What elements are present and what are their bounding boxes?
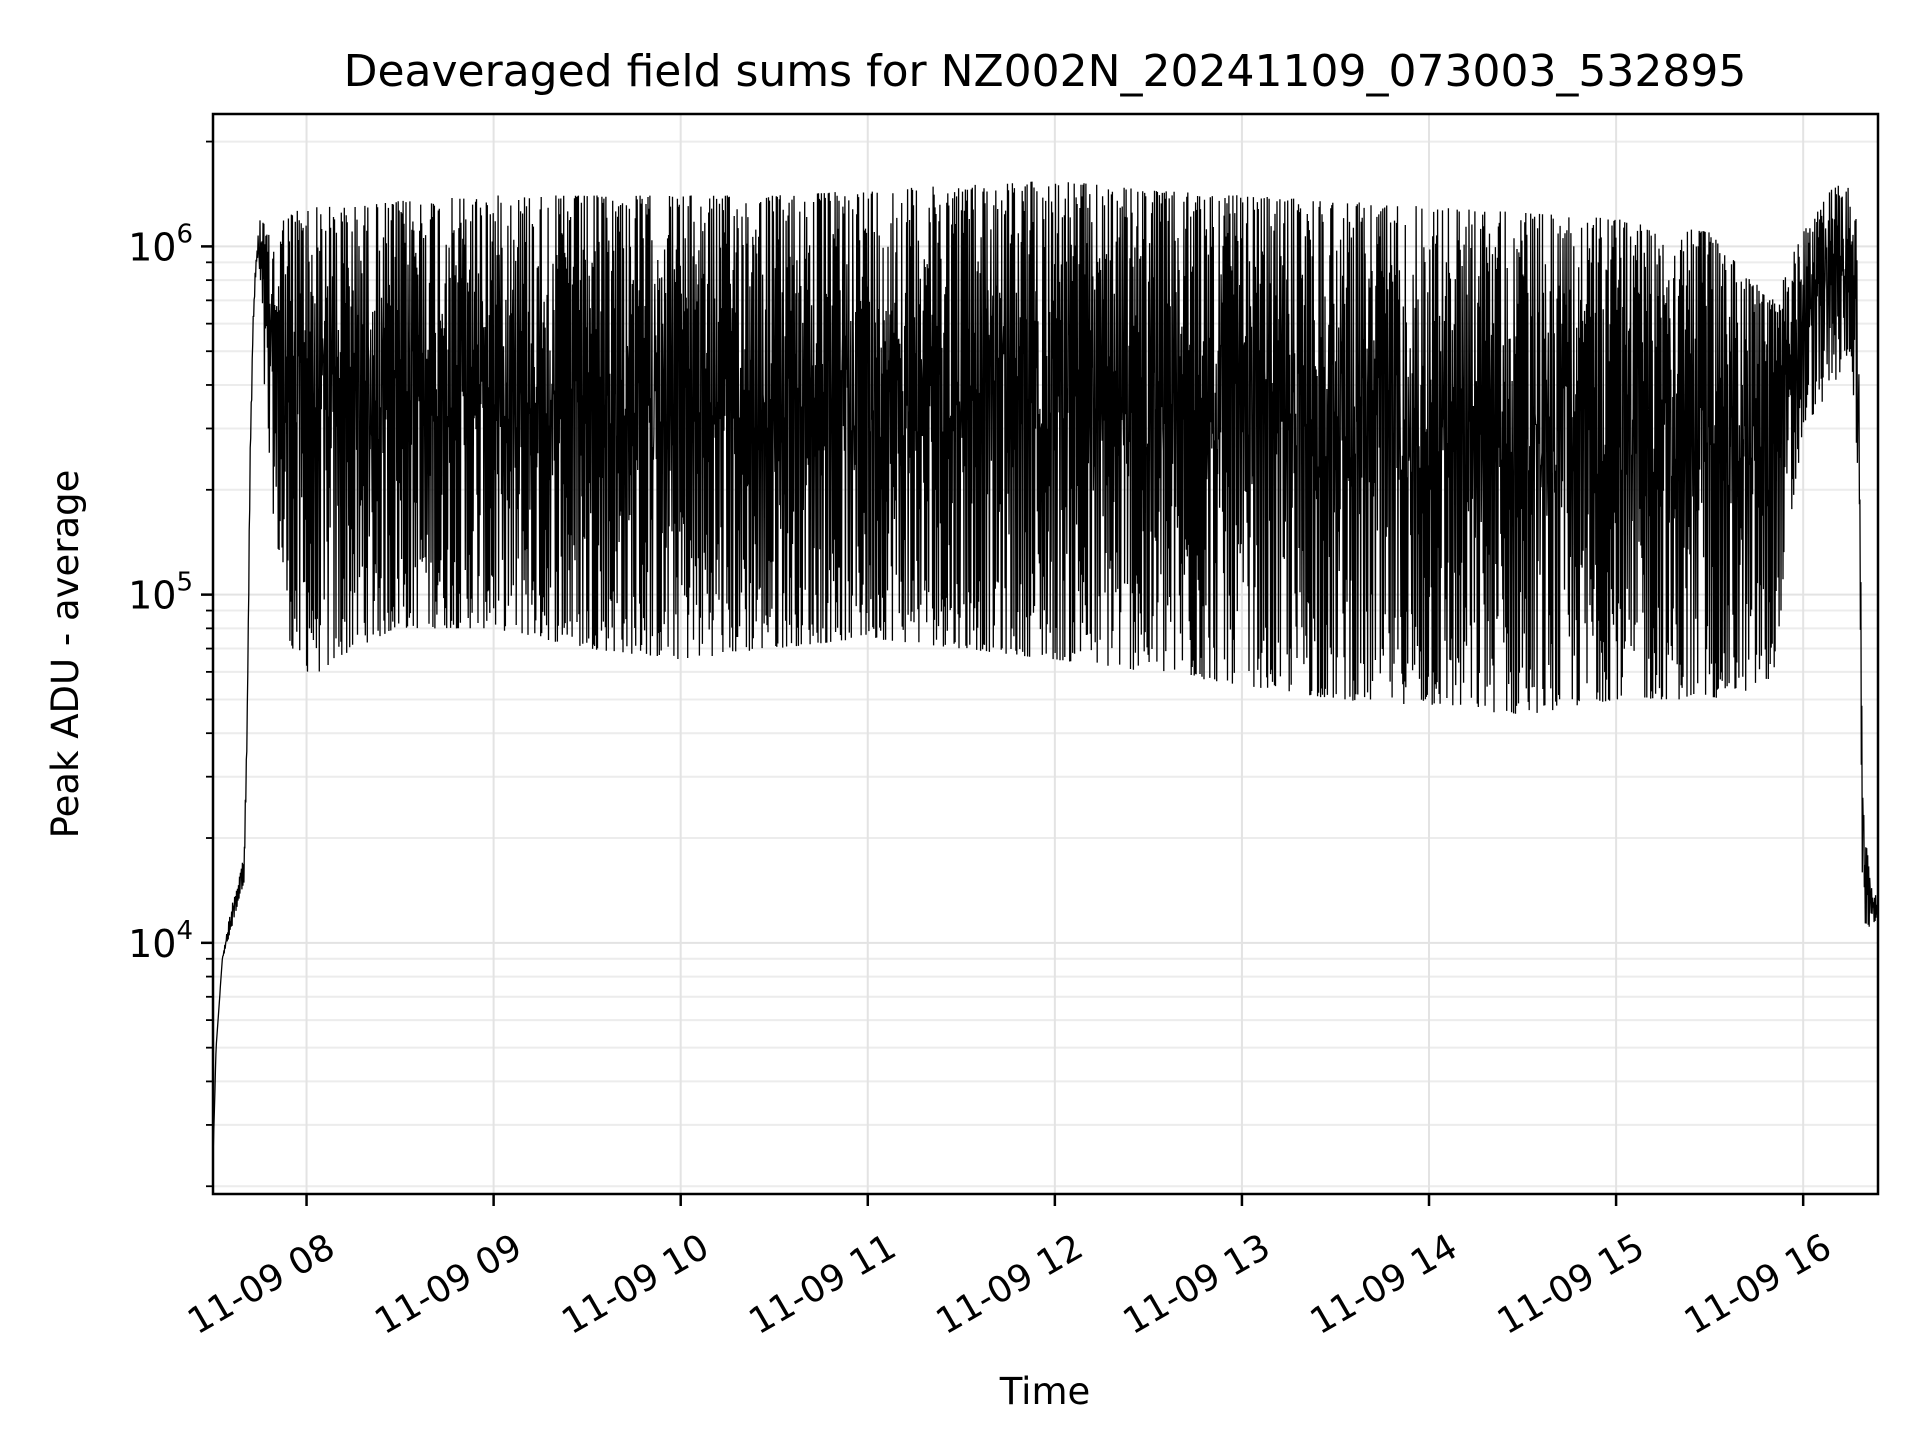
y-axis-label: Peak ADU - average bbox=[44, 470, 87, 839]
chart-title: Deaveraged field sums for NZ002N_2024110… bbox=[344, 46, 1747, 97]
series-line bbox=[213, 181, 1878, 1159]
y-tick-label: 106 bbox=[128, 219, 193, 269]
plot-frame bbox=[211, 112, 1880, 1196]
series-layer bbox=[213, 181, 1878, 1159]
y-tick-label: 105 bbox=[128, 568, 193, 618]
y-tick-label: 104 bbox=[128, 916, 193, 966]
x-axis-label: Time bbox=[999, 1370, 1091, 1413]
y-axis: 104 105 106 bbox=[128, 140, 213, 1188]
